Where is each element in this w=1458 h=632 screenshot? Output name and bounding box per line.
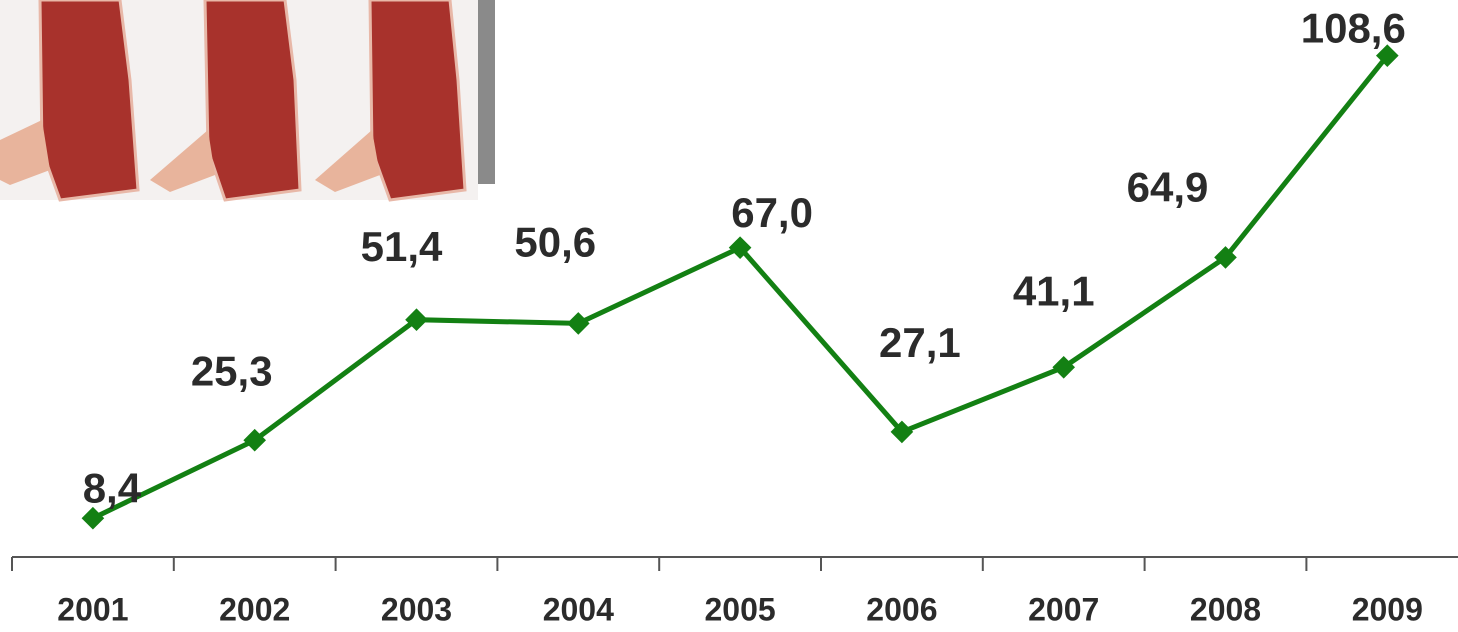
value-label: 41,1 <box>1013 267 1095 314</box>
x-tick-label: 2001 <box>57 591 128 627</box>
marker <box>890 420 914 444</box>
x-tick-label: 2004 <box>543 591 614 627</box>
x-tick-label: 2005 <box>705 591 776 627</box>
value-label: 108,6 <box>1301 5 1406 52</box>
value-label: 27,1 <box>879 319 961 366</box>
x-tick-label: 2006 <box>866 591 937 627</box>
value-label: 8,4 <box>83 464 142 511</box>
value-label: 50,6 <box>514 218 596 265</box>
value-label: 64,9 <box>1127 163 1209 210</box>
meat-picture <box>0 0 495 202</box>
x-tick-label: 2009 <box>1352 591 1423 627</box>
x-tick-label: 2007 <box>1028 591 1099 627</box>
marker <box>405 308 428 332</box>
marker <box>1052 355 1076 379</box>
x-tick-label: 2008 <box>1190 591 1261 627</box>
value-label: 67,0 <box>731 189 813 236</box>
value-label: 51,4 <box>361 223 443 270</box>
value-label: 25,3 <box>191 347 273 394</box>
marker <box>566 312 590 335</box>
x-tick-label: 2003 <box>381 591 452 627</box>
x-tick-label: 2002 <box>219 591 290 627</box>
